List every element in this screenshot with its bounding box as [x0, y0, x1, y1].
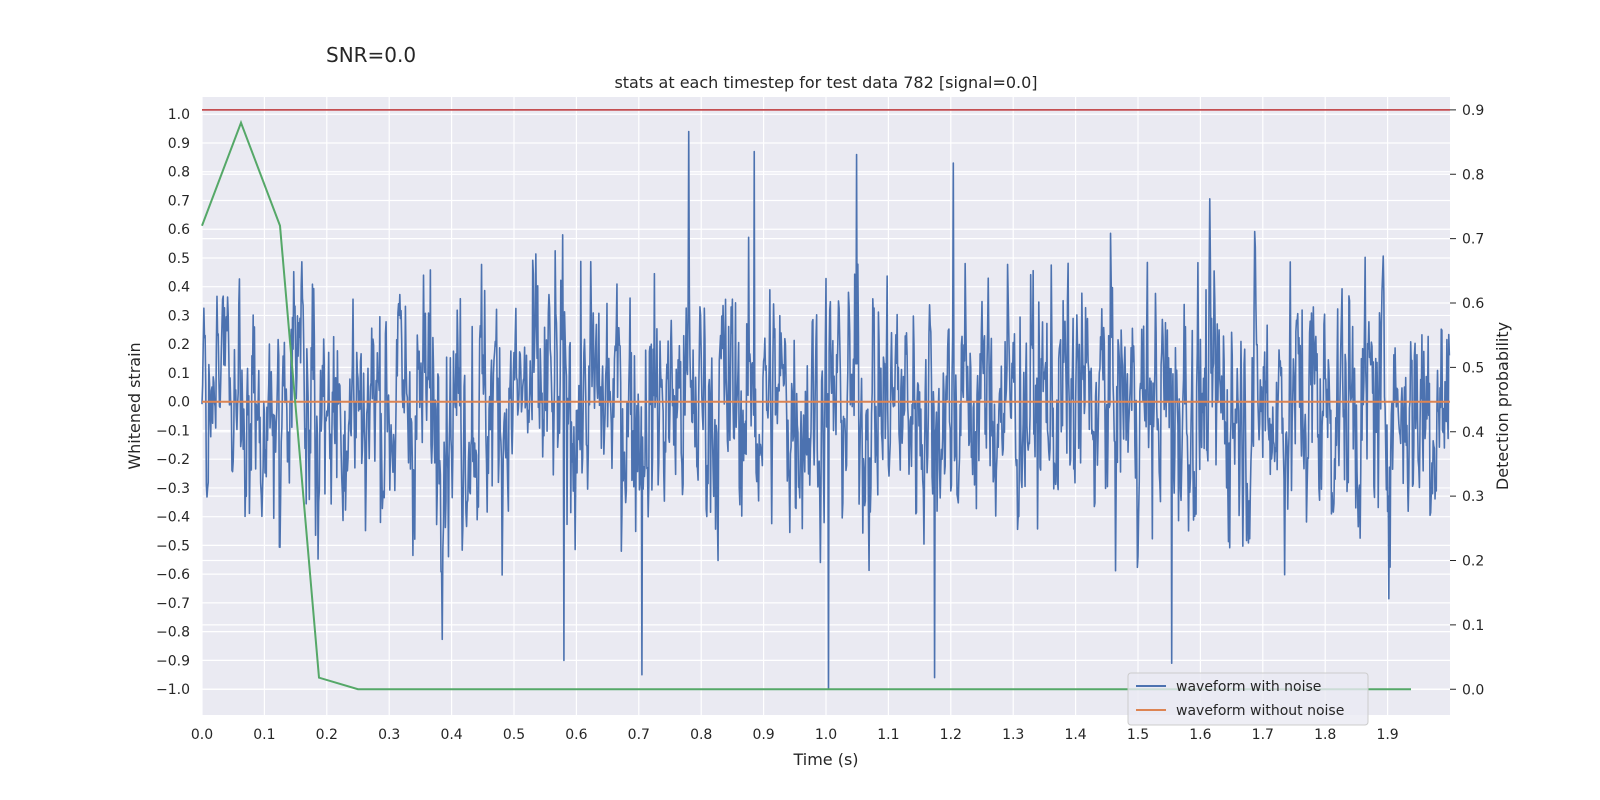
legend: waveform with noise waveform without noi… — [1127, 672, 1369, 726]
x-tick-label: 0.4 — [440, 727, 462, 743]
y-tick-label-left: −0.3 — [156, 481, 190, 497]
y-tick-label-left: −0.9 — [156, 653, 190, 669]
y-tick-label-left: 0.3 — [168, 308, 190, 324]
series-detection-probability — [201, 119, 1411, 691]
x-tick-label: 1.8 — [1314, 727, 1336, 743]
y-tick-label-right: 0.9 — [1462, 103, 1484, 119]
y-tick-label-left: 0.8 — [168, 165, 190, 181]
x-tick-label: 0.6 — [565, 727, 587, 743]
y-tick-label-right: 0.7 — [1462, 232, 1484, 248]
y-tick-label-right: 0.1 — [1462, 618, 1484, 634]
x-tick-label: 1.3 — [1002, 727, 1024, 743]
x-tick-label: 1.2 — [940, 727, 962, 743]
y-axis-label-right: Detection probability — [1493, 322, 1512, 490]
legend-label-clean: waveform without noise — [1176, 703, 1344, 719]
suptitle: SNR=0.0 — [326, 43, 416, 67]
x-tick-label: 1.7 — [1252, 727, 1274, 743]
x-tick-label: 1.0 — [815, 727, 837, 743]
y-tick-label-left: 0.2 — [168, 337, 190, 353]
y-tick-label-right: 0.8 — [1462, 167, 1484, 183]
y-tick-label-right: 0.6 — [1462, 296, 1484, 312]
y-tick-label-right: 0.5 — [1462, 360, 1484, 376]
x-tick-label: 1.6 — [1189, 727, 1211, 743]
y-tick-label-right: 0.3 — [1462, 489, 1484, 505]
y-tick-label-left: −1.0 — [156, 682, 190, 698]
y-tick-label-right: 0.2 — [1462, 554, 1484, 570]
x-axis-label: Time (s) — [792, 750, 858, 769]
y-tick-label-right: 0.4 — [1462, 425, 1484, 441]
y-tick-label-left: −0.7 — [156, 596, 190, 612]
axes: 0.0 0.1 0.2 0.3 0.4 0.5 0.6 0.7 0.8 0.9 1.0 1.1 1.2 1… — [156, 103, 1484, 743]
x-tick-label: 1.9 — [1376, 727, 1398, 743]
x-tick-label: 1.5 — [1127, 727, 1149, 743]
x-tick-label: 1.4 — [1064, 727, 1086, 743]
x-tick-label: 0.0 — [191, 727, 213, 743]
y-tick-label-left: −0.6 — [156, 567, 190, 583]
y-tick-label-left: 1.0 — [168, 107, 190, 123]
x-tick-label: 0.2 — [316, 727, 338, 743]
chart-title: stats at each timestep for test data 782… — [614, 73, 1037, 92]
y-tick-label-left: 0.7 — [168, 193, 190, 209]
y-tick-label-left: −0.1 — [156, 423, 190, 439]
x-tick-label: 0.9 — [752, 727, 774, 743]
y-tick-label-left: 0.0 — [168, 395, 190, 411]
y-tick-label-left: 0.1 — [168, 366, 190, 382]
legend-label-noisy: waveform with noise — [1176, 679, 1321, 695]
series-layer — [201, 108, 1451, 691]
y-tick-label-left: −0.8 — [156, 625, 190, 641]
x-tick-label: 0.7 — [628, 727, 650, 743]
x-tick-label: 1.1 — [877, 727, 899, 743]
x-tick-label: 0.8 — [690, 727, 712, 743]
y-tick-label-left: 0.6 — [168, 222, 190, 238]
x-tick-label: 0.3 — [378, 727, 400, 743]
y-tick-label-left: 0.5 — [168, 251, 190, 267]
y-tick-label-left: 0.9 — [168, 136, 190, 152]
y-tick-label-left: 0.4 — [168, 280, 190, 296]
y-tick-label-right: 0.0 — [1462, 682, 1484, 698]
x-tick-label: 0.5 — [503, 727, 525, 743]
series-waveform-with-noise — [201, 130, 1451, 690]
y-tick-label-left: −0.5 — [156, 538, 190, 554]
y-tick-label-left: −0.2 — [156, 452, 190, 468]
legend-box — [1127, 672, 1369, 726]
y-tick-label-left: −0.4 — [156, 510, 190, 526]
x-tick-label: 0.1 — [253, 727, 275, 743]
y-axis-label-left: Whitened strain — [125, 342, 144, 469]
